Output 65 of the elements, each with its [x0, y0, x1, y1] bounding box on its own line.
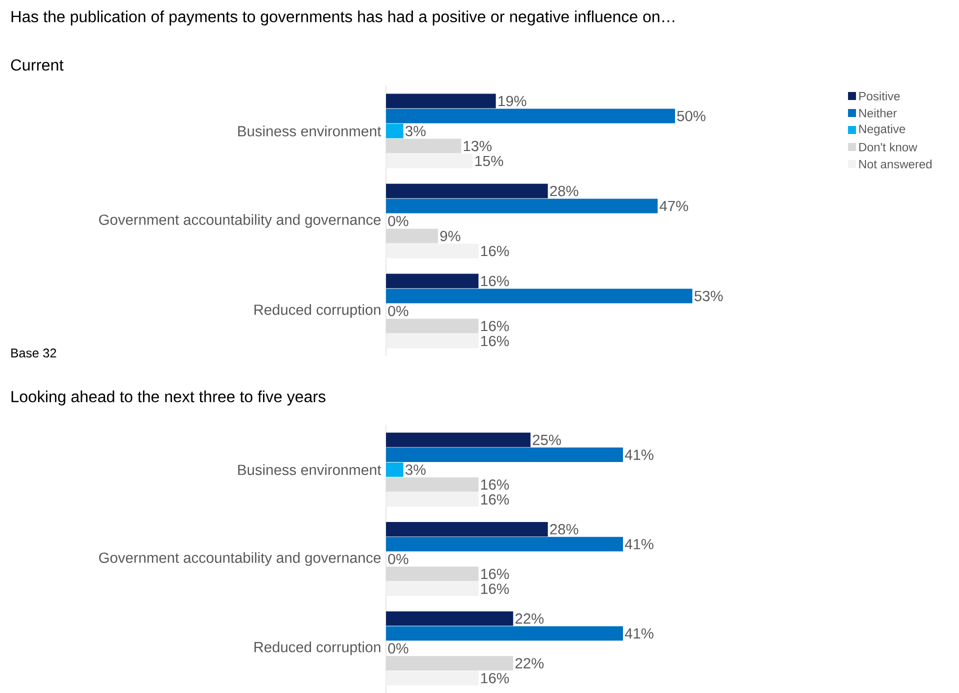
data-label: 0%	[388, 643, 408, 654]
data-label: 16%	[481, 568, 509, 580]
legend-label: Don't know	[859, 142, 918, 152]
bar	[386, 492, 478, 507]
data-label: 3%	[406, 464, 426, 475]
bar	[386, 536, 623, 552]
y-tick-label: Government accountability and governance	[99, 214, 381, 228]
data-label: 41%	[624, 539, 654, 550]
data-label: 16%	[481, 479, 509, 490]
bar	[386, 462, 404, 477]
data-label: 16%	[481, 672, 509, 684]
text: Looking ahead to the next three to five years	[12, 390, 326, 406]
legend-label: Negative	[859, 124, 906, 136]
data-label: 15%	[475, 156, 504, 166]
data-label: 0%	[388, 306, 408, 316]
bar	[386, 184, 548, 198]
bar	[386, 274, 478, 288]
bar	[386, 288, 692, 304]
data-label: 28%	[550, 186, 578, 196]
data-label: 16%	[481, 246, 509, 256]
bar	[386, 522, 548, 536]
data-label: 50%	[677, 110, 706, 122]
bar	[386, 334, 478, 348]
data-label: 53%	[694, 290, 723, 302]
bar	[386, 448, 623, 462]
bar	[386, 432, 531, 448]
data-label: 16%	[481, 584, 509, 594]
data-label: 28%	[550, 524, 578, 534]
bar	[386, 582, 478, 596]
bar	[386, 198, 658, 214]
bar	[386, 626, 623, 641]
legend-label: Positive	[859, 92, 900, 100]
chart-title: Has the publication of payments to governments has had a positive or negative influence on…	[12, 10, 674, 26]
y-tick-label: Government accountability and governance	[99, 552, 381, 566]
data-label: 16%	[481, 494, 509, 505]
text: Base 32	[11, 348, 56, 358]
y-tick-label: Business environment	[238, 126, 382, 136]
data-label: 25%	[532, 434, 561, 446]
legend-label: Not answered	[859, 160, 932, 168]
bar	[386, 670, 478, 686]
bar	[386, 244, 478, 258]
bar	[386, 124, 404, 138]
legend-label: Neither	[859, 108, 897, 118]
data-label: 0%	[388, 216, 408, 226]
data-label: 0%	[388, 554, 408, 564]
bar	[386, 154, 473, 168]
data-label: 9%	[440, 230, 460, 242]
text: Current	[11, 59, 64, 71]
y-tick-label: Reduced corruption	[254, 304, 380, 318]
data-label: 22%	[516, 613, 544, 624]
data-label: 16%	[481, 320, 509, 332]
data-label: 22%	[516, 658, 544, 668]
data-label: 3%	[406, 126, 426, 136]
data-label: 16%	[481, 276, 509, 286]
data-label: 13%	[464, 140, 492, 152]
bar	[386, 108, 676, 124]
data-label: 41%	[624, 450, 654, 460]
data-label: 47%	[660, 200, 688, 212]
data-label: 41%	[624, 628, 654, 639]
y-tick-label: Reduced corruption	[254, 642, 380, 656]
data-label: 19%	[498, 96, 526, 106]
bar	[386, 611, 514, 626]
data-label: 16%	[481, 336, 509, 346]
bar	[386, 94, 496, 108]
y-tick-label: Business environment	[238, 464, 382, 476]
